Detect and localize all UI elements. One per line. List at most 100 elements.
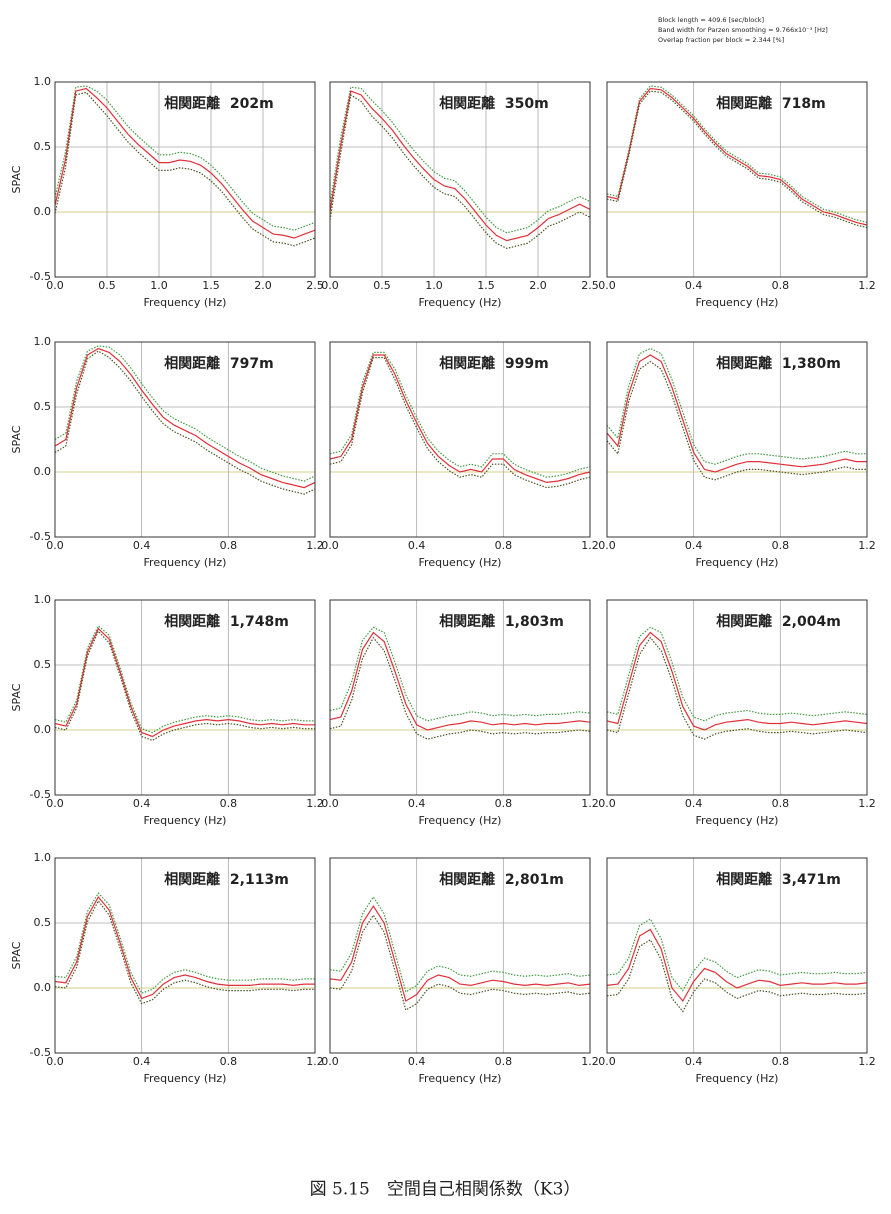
y-tick-label: 0.0 [34, 205, 52, 218]
x-tick-label: 0.8 [772, 279, 790, 292]
y-axis-label: SPAC [10, 683, 23, 711]
y-tick-label: -0.5 [30, 270, 51, 283]
data-line [54, 87, 316, 239]
y-tick-label: 0.5 [34, 916, 52, 929]
y-tick-label: 0.5 [34, 140, 52, 153]
x-tick-label: 1.2 [306, 797, 324, 810]
x-tick-label: 1.2 [581, 1055, 599, 1068]
x-tick-label: 1.0 [425, 279, 443, 292]
x-axis-label: Frequency (Hz) [144, 296, 227, 309]
plot-area [607, 342, 867, 537]
x-tick-label: 0.4 [408, 1055, 426, 1068]
x-tick-label: 0.0 [46, 279, 64, 292]
x-tick-label: 1.5 [477, 279, 495, 292]
data-line [329, 357, 591, 489]
chart-panel: 0.0 0.4 0.8 1.2 相関距離 2,801m Frequency (Hz) [321, 857, 599, 1085]
chart-title: 相関距離 350m [439, 95, 549, 112]
x-tick-label: 1.2 [858, 279, 876, 292]
data-line [606, 939, 868, 1013]
y-axis-label: SPAC [10, 425, 23, 453]
data-line [329, 636, 591, 740]
x-tick-label: 0.0 [598, 797, 616, 810]
x-tick-label: 1.0 [150, 279, 168, 292]
x-tick-label: 2.5 [581, 279, 599, 292]
data-line [54, 625, 315, 734]
data-line [606, 354, 867, 473]
x-tick-label: 2.0 [529, 279, 547, 292]
data-line [606, 360, 867, 481]
x-tick-label: 0.8 [220, 797, 238, 810]
x-tick-label: 1.2 [858, 797, 876, 810]
x-tick-label: 0.4 [133, 1055, 151, 1068]
x-tick-label: 1.5 [202, 279, 220, 292]
plot-frame [606, 857, 868, 1054]
chart-title: 相関距離 797m [164, 355, 274, 372]
y-tick-label: 1.0 [34, 593, 52, 606]
plot-area [55, 342, 315, 537]
data-line [329, 354, 591, 484]
x-tick-label: 0.5 [373, 279, 391, 292]
y-tick-label: 0.5 [34, 400, 52, 413]
data-line [606, 90, 868, 229]
x-tick-label: 0.4 [133, 797, 151, 810]
plot-frame [54, 857, 316, 1054]
x-axis-label: Frequency (Hz) [696, 1072, 779, 1085]
x-tick-label: 2.0 [254, 279, 272, 292]
data-line [54, 91, 316, 247]
data-line [606, 928, 868, 1003]
x-tick-label: 0.8 [495, 539, 513, 552]
plot-area [607, 82, 867, 277]
data-line [606, 636, 868, 740]
y-axis-label: SPAC [10, 165, 23, 193]
x-tick-label: 0.0 [46, 1055, 64, 1068]
chart-title: 相関距離 1,380m [716, 355, 841, 372]
y-tick-label: 0.0 [34, 981, 52, 994]
x-tick-label: 0.4 [685, 1055, 703, 1068]
chart-title: 相関距離 2,004m [716, 613, 841, 630]
x-axis-label: Frequency (Hz) [419, 814, 502, 827]
note: Band width for Parzen smoothing = 9.766x… [658, 26, 828, 34]
x-tick-label: 0.5 [98, 279, 116, 292]
x-tick-label: 1.2 [306, 539, 324, 552]
x-tick-label: 0.0 [321, 279, 339, 292]
plot-area [55, 82, 315, 277]
plot-area [330, 342, 590, 537]
y-tick-label: 1.0 [34, 75, 52, 88]
chart-panel: 0.0 0.4 0.8 1.2 相関距離 999m Frequency (Hz) [321, 341, 599, 569]
y-tick-label: 0.0 [34, 723, 52, 736]
data-line [329, 895, 591, 993]
y-tick-label: 0.0 [34, 465, 52, 478]
y-tick-label: -0.5 [30, 788, 51, 801]
x-tick-label: 2.5 [306, 279, 324, 292]
x-tick-label: 1.2 [581, 797, 599, 810]
chart-title: 相関距離 3,471m [716, 871, 841, 888]
data-line [606, 85, 868, 223]
x-tick-label: 0.8 [220, 539, 238, 552]
x-axis-label: Frequency (Hz) [144, 814, 227, 827]
data-line [54, 627, 315, 738]
x-tick-label: 1.2 [306, 1055, 324, 1068]
data-line [329, 914, 591, 1012]
chart-panel: 0.0 0.4 0.8 1.2 相関距離 718m Frequency (Hz) [598, 81, 876, 309]
plot-area [607, 858, 867, 1053]
y-tick-label: 0.5 [34, 658, 52, 671]
x-tick-label: 0.0 [598, 539, 616, 552]
plot-frame [54, 341, 316, 538]
x-tick-label: 0.0 [321, 797, 339, 810]
x-tick-label: 0.8 [495, 1055, 513, 1068]
plot-frame [54, 81, 316, 278]
data-line [54, 347, 316, 489]
data-line [329, 904, 591, 1002]
x-axis-label: Frequency (Hz) [144, 1072, 227, 1085]
data-line [329, 86, 591, 234]
data-line [606, 347, 867, 465]
x-axis-label: Frequency (Hz) [696, 296, 779, 309]
x-tick-label: 0.4 [408, 539, 426, 552]
data-line [606, 87, 868, 226]
chart-panel: 0.0 0.4 0.8 1.2 相関距離 1,803m Frequency (Hz) [321, 599, 599, 827]
x-tick-label: 0.8 [220, 1055, 238, 1068]
data-line [329, 626, 591, 722]
